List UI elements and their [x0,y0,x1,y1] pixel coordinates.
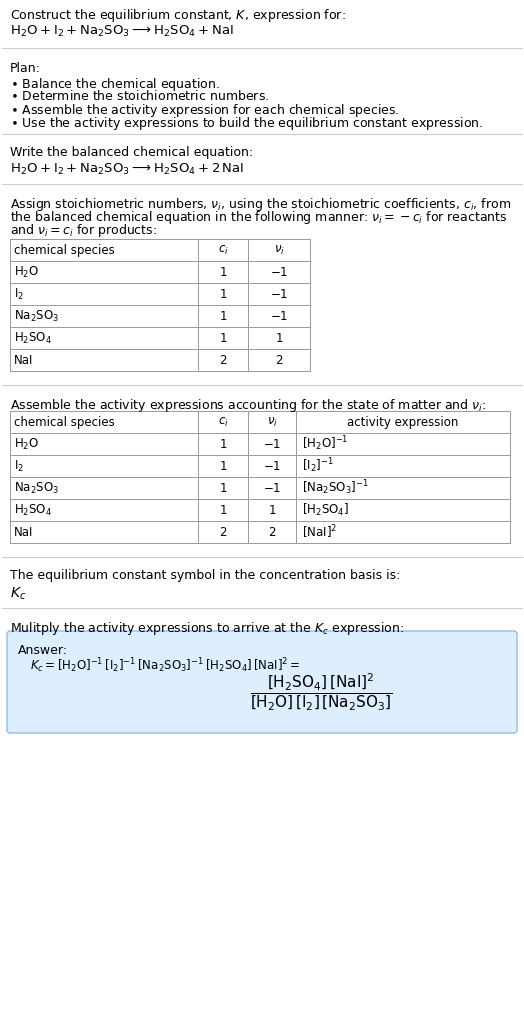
Text: $c_i$: $c_i$ [217,244,228,257]
Text: and $\nu_i = c_i$ for products:: and $\nu_i = c_i$ for products: [10,222,157,239]
Text: $\bullet$ Assemble the activity expression for each chemical species.: $\bullet$ Assemble the activity expressi… [10,102,399,119]
Text: 1: 1 [219,437,227,450]
Text: $\mathrm{Na_2SO_3}$: $\mathrm{Na_2SO_3}$ [14,309,59,324]
Text: $\bullet$ Use the activity expressions to build the equilibrium constant express: $\bullet$ Use the activity expressions t… [10,115,483,132]
Text: 1: 1 [275,331,283,344]
Text: Plan:: Plan: [10,62,41,75]
Text: $-1$: $-1$ [270,287,288,301]
Text: $\bullet$ Determine the stoichiometric numbers.: $\bullet$ Determine the stoichiometric n… [10,89,269,103]
Text: The equilibrium constant symbol in the concentration basis is:: The equilibrium constant symbol in the c… [10,569,400,582]
Text: $\mathrm{H_2O}$: $\mathrm{H_2O}$ [14,436,39,451]
Text: Construct the equilibrium constant, $K$, expression for:: Construct the equilibrium constant, $K$,… [10,7,346,24]
Text: $-1$: $-1$ [263,482,281,494]
FancyBboxPatch shape [7,631,517,733]
Text: $\mathrm{H_2SO_4}$: $\mathrm{H_2SO_4}$ [14,330,52,345]
Text: $-1$: $-1$ [263,437,281,450]
Text: $c_i$: $c_i$ [217,416,228,429]
Text: $-1$: $-1$ [270,310,288,322]
Text: $[\mathrm{H_2SO_4}]$: $[\mathrm{H_2SO_4}]$ [302,502,349,518]
Text: $\mathrm{H_2O}$: $\mathrm{H_2O}$ [14,265,39,279]
Text: $\mathrm{Na_2SO_3}$: $\mathrm{Na_2SO_3}$ [14,480,59,495]
Text: 1: 1 [219,287,227,301]
Text: 2: 2 [219,354,227,367]
Text: $\dfrac{[\mathrm{H_2SO_4}]\,[\mathrm{NaI}]^2}{[\mathrm{H_2O}]\,[\mathrm{I_2}]\,[: $\dfrac{[\mathrm{H_2SO_4}]\,[\mathrm{NaI… [250,672,392,712]
Text: $[\mathrm{Na_2SO_3}]^{-1}$: $[\mathrm{Na_2SO_3}]^{-1}$ [302,479,369,497]
Text: 1: 1 [219,266,227,278]
Text: 1: 1 [219,310,227,322]
Text: $K_c$: $K_c$ [10,586,26,602]
Text: 1: 1 [219,331,227,344]
Text: Mulitply the activity expressions to arrive at the $K_c$ expression:: Mulitply the activity expressions to arr… [10,620,405,637]
Text: $\mathrm{I_2}$: $\mathrm{I_2}$ [14,286,24,302]
Text: 2: 2 [268,526,276,538]
Text: 1: 1 [219,482,227,494]
Text: $\mathrm{H_2SO_4}$: $\mathrm{H_2SO_4}$ [14,502,52,518]
Text: 1: 1 [219,503,227,517]
Text: 2: 2 [275,354,283,367]
Text: $\mathrm{I_2}$: $\mathrm{I_2}$ [14,459,24,474]
Text: 2: 2 [219,526,227,538]
Text: $\mathrm{H_2O + I_2 + Na_2SO_3 \longrightarrow H_2SO_4 + NaI}$: $\mathrm{H_2O + I_2 + Na_2SO_3 \longrigh… [10,24,234,39]
Text: $\nu_i$: $\nu_i$ [267,416,277,429]
Text: $\bullet$ Balance the chemical equation.: $\bullet$ Balance the chemical equation. [10,76,220,93]
Text: the balanced chemical equation in the following manner: $\nu_i = -c_i$ for react: the balanced chemical equation in the fo… [10,209,507,226]
Text: $-1$: $-1$ [270,266,288,278]
Text: NaI: NaI [14,526,34,538]
Text: chemical species: chemical species [14,416,115,429]
Text: $K_c = [\mathrm{H_2O}]^{-1}\,[\mathrm{I_2}]^{-1}\,[\mathrm{Na_2SO_3}]^{-1}\,[\ma: $K_c = [\mathrm{H_2O}]^{-1}\,[\mathrm{I_… [30,656,300,676]
Text: Assemble the activity expressions accounting for the state of matter and $\nu_i$: Assemble the activity expressions accoun… [10,397,486,414]
Text: 1: 1 [219,460,227,473]
Text: $-1$: $-1$ [263,460,281,473]
Text: $\mathrm{H_2O + I_2 + Na_2SO_3 \longrightarrow H_2SO_4 + 2\,NaI}$: $\mathrm{H_2O + I_2 + Na_2SO_3 \longrigh… [10,162,244,177]
Text: $[\mathrm{I_2}]^{-1}$: $[\mathrm{I_2}]^{-1}$ [302,457,334,475]
Text: 1: 1 [268,503,276,517]
Text: NaI: NaI [14,354,34,367]
Text: $[\mathrm{NaI}]^2$: $[\mathrm{NaI}]^2$ [302,523,337,541]
Text: Assign stoichiometric numbers, $\nu_i$, using the stoichiometric coefficients, $: Assign stoichiometric numbers, $\nu_i$, … [10,196,511,213]
Text: $[\mathrm{H_2O}]^{-1}$: $[\mathrm{H_2O}]^{-1}$ [302,435,348,453]
Text: Answer:: Answer: [18,644,68,657]
Text: Write the balanced chemical equation:: Write the balanced chemical equation: [10,146,253,159]
Text: activity expression: activity expression [347,416,458,429]
Text: chemical species: chemical species [14,244,115,257]
Text: $\nu_i$: $\nu_i$ [274,244,285,257]
